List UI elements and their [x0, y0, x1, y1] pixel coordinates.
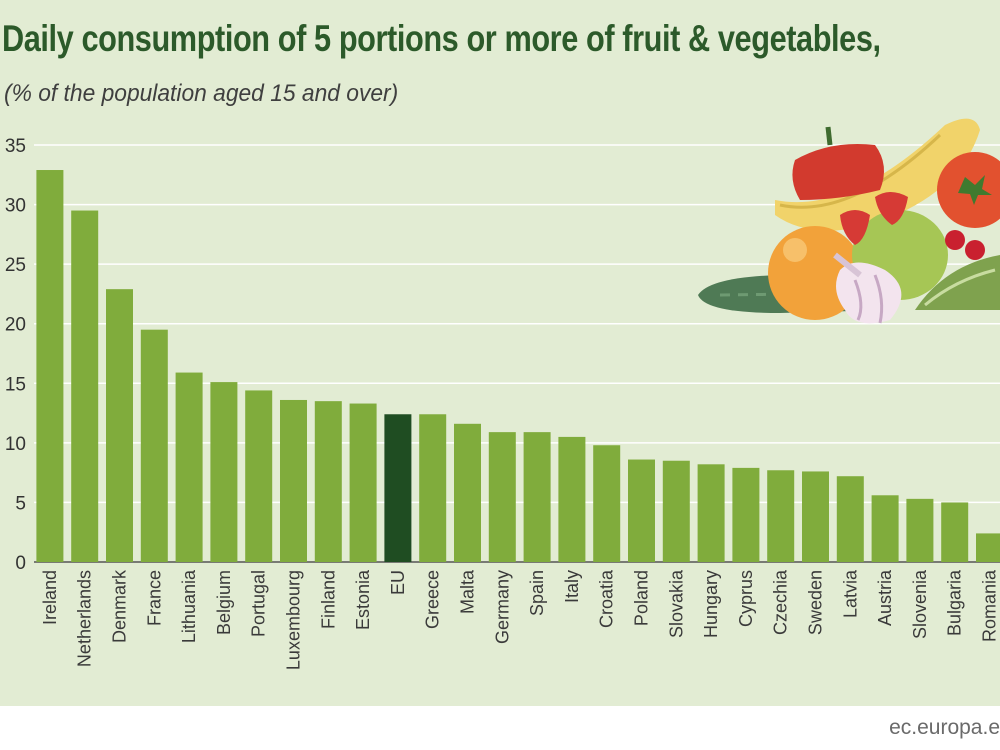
bar-netherlands	[71, 210, 99, 562]
y-tick-label: 25	[5, 255, 26, 276]
x-tick-label: Lithuania	[179, 569, 199, 643]
bar-malta	[454, 423, 481, 562]
x-tick-label: Latvia	[840, 569, 860, 618]
x-tick-label: Portugal	[249, 570, 269, 637]
x-tick-label: Malta	[458, 569, 478, 614]
x-tick-label: Bulgaria	[945, 569, 965, 636]
bar-ireland	[36, 170, 64, 562]
x-tick-label: Belgium	[214, 570, 234, 635]
x-tick-label: Luxembourg	[284, 570, 304, 670]
bar-bulgaria	[941, 502, 969, 562]
bar-estonia	[349, 403, 377, 562]
bar-denmark	[106, 289, 133, 562]
bar-italy	[558, 436, 586, 562]
x-tick-label: Spain	[527, 570, 547, 616]
x-tick-label: Hungary	[701, 570, 721, 638]
y-tick-label: 0	[15, 553, 26, 574]
x-tick-label: Greece	[423, 570, 443, 629]
x-tick-label: Finland	[318, 570, 338, 629]
x-tick-label: Slovenia	[910, 569, 930, 639]
y-tick-label: 35	[5, 136, 26, 157]
bar-lithuania	[175, 372, 203, 562]
x-tick-label: Croatia	[597, 569, 617, 628]
bar-germany	[488, 432, 516, 562]
bar-luxembourg	[280, 399, 307, 562]
y-tick-label: 5	[15, 493, 26, 514]
bar-chart: 0 5 10 15 20 25 30 35 Ireland Netherlands Denmark F…	[5, 136, 1000, 670]
x-tick-label: Germany	[492, 570, 512, 644]
bar-romania	[976, 533, 1000, 562]
fruit-vegetables-illustration	[698, 118, 1000, 324]
x-tick-label: Slovakia	[666, 569, 686, 638]
x-tick-label: Austria	[875, 569, 895, 626]
bar-slovakia	[662, 460, 690, 562]
bar-finland	[314, 401, 342, 562]
x-tick-label: Italy	[562, 570, 582, 603]
x-tick-label: Ireland	[40, 570, 60, 625]
source-label: ec.europa.e	[889, 716, 1000, 739]
x-tick-label: Czechia	[771, 569, 791, 635]
bar-cyprus	[732, 467, 760, 562]
x-tick-label: France	[144, 570, 164, 626]
footer-band	[0, 706, 1000, 750]
x-tick-label: Netherlands	[75, 570, 95, 667]
y-tick-label: 20	[5, 315, 26, 336]
y-tick-label: 30	[5, 196, 26, 217]
y-tick-label: 15	[5, 374, 26, 395]
bar-czechia	[767, 470, 795, 562]
x-tick-label: EU	[388, 570, 408, 595]
bar-austria	[871, 495, 899, 562]
chart-title: Daily consumption of 5 portions or more …	[2, 18, 881, 59]
bar-hungary	[697, 464, 725, 562]
chart-subtitle: (% of the population aged 15 and over)	[4, 80, 399, 107]
x-tick-label: Estonia	[353, 569, 373, 630]
bar-latvia	[836, 476, 864, 562]
x-tick-label: Cyprus	[736, 570, 756, 627]
bar-france	[140, 329, 168, 562]
x-tick-label: Poland	[632, 570, 652, 626]
x-tick-label: Sweden	[806, 570, 826, 635]
x-tick-label: Denmark	[110, 569, 130, 643]
y-tick-label: 10	[5, 434, 26, 455]
bar-poland	[628, 459, 655, 562]
bar-spain	[523, 432, 551, 562]
x-tick-label: Romania	[980, 569, 1000, 642]
bar-sweden	[802, 471, 829, 562]
bar-belgium	[210, 382, 238, 562]
bar-greece	[419, 414, 447, 562]
bar-slovenia	[906, 498, 934, 562]
bar-eu	[384, 414, 412, 562]
bar-croatia	[593, 445, 621, 562]
bar-portugal	[245, 390, 273, 562]
